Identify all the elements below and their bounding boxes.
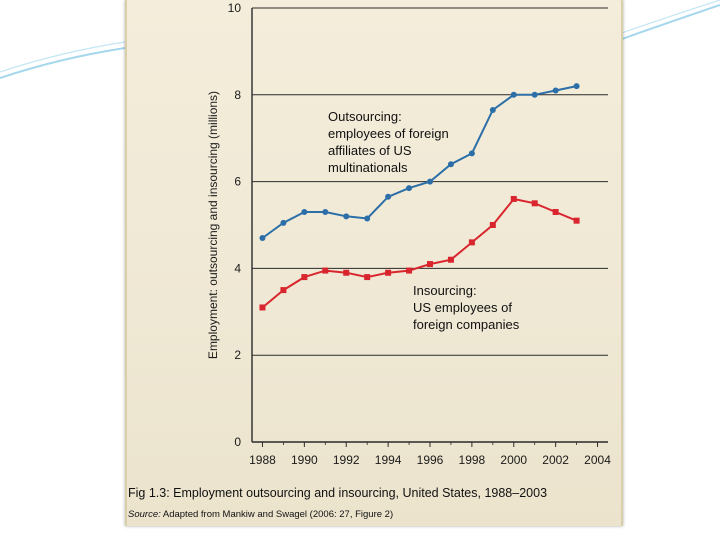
data-point-insourcing-1988 <box>259 304 266 311</box>
data-point-insourcing-2003 <box>573 217 580 224</box>
y-tick-label-6: 6 <box>234 175 241 189</box>
y-tick-label-8: 8 <box>234 88 241 102</box>
data-point-outsourcing-2001 <box>531 91 538 98</box>
data-point-outsourcing-1993 <box>364 215 371 222</box>
data-point-outsourcing-1991 <box>322 208 329 215</box>
data-point-outsourcing-1996 <box>427 178 433 185</box>
data-point-outsourcing-1995 <box>406 185 413 192</box>
data-point-outsourcing-1994 <box>385 193 392 200</box>
annotation-insourcing-line-1: Insourcing: <box>413 283 477 298</box>
data-point-insourcing-1992 <box>343 269 350 276</box>
x-tick-label-1988: 1988 <box>249 453 276 467</box>
data-point-insourcing-2000 <box>510 195 517 202</box>
data-point-insourcing-2001 <box>531 200 538 207</box>
data-point-insourcing-1991 <box>322 267 329 274</box>
data-point-outsourcing-1999 <box>489 106 496 113</box>
data-point-insourcing-1990 <box>301 274 308 281</box>
data-point-insourcing-1994 <box>385 269 392 276</box>
data-point-outsourcing-2000 <box>510 91 517 98</box>
data-point-outsourcing-1988 <box>259 235 266 242</box>
x-tick-label-2000: 2000 <box>500 453 527 467</box>
annotation-outsourcing-line-2: employees of foreign <box>328 126 449 141</box>
data-point-insourcing-1995 <box>406 267 413 274</box>
data-point-insourcing-1998 <box>468 239 475 246</box>
data-point-insourcing-1996 <box>427 261 433 268</box>
annotation-outsourcing-line-3: affiliates of US <box>328 143 412 158</box>
y-tick-label-10: 10 <box>228 1 242 15</box>
book-page-photo <box>125 0 623 526</box>
data-point-insourcing-2002 <box>552 208 559 215</box>
figure-caption: Fig 1.3: Employment outsourcing and inso… <box>128 486 547 500</box>
y-tick-label-4: 4 <box>234 261 241 275</box>
data-point-outsourcing-1997 <box>447 161 454 168</box>
data-point-outsourcing-2002 <box>552 87 559 94</box>
data-point-outsourcing-1989 <box>280 219 287 226</box>
source-text: Adapted from Mankiw and Swagel (2006: 27… <box>162 509 394 520</box>
data-point-insourcing-1997 <box>447 256 454 263</box>
x-tick-label-2002: 2002 <box>542 453 569 467</box>
x-tick-label-2004: 2004 <box>584 453 611 467</box>
series-line-insourcing <box>261 197 577 309</box>
x-tick-label-1992: 1992 <box>333 453 360 467</box>
data-point-outsourcing-1998 <box>468 150 475 157</box>
figure-source: Source: Adapted from Mankiw and Swagel (… <box>128 509 393 520</box>
source-label: Source: <box>128 509 161 520</box>
annotation-insourcing-line-3: foreign companies <box>413 317 520 332</box>
caption-figure-number: Fig 1.3: <box>128 486 170 500</box>
annotation-outsourcing-line-4: multinationals <box>328 160 408 175</box>
data-point-outsourcing-1990 <box>301 208 308 215</box>
series-line-outsourcing <box>261 85 577 239</box>
annotation-outsourcing-line-1: Outsourcing: <box>328 109 402 124</box>
data-point-insourcing-1999 <box>489 222 496 228</box>
x-tick-label-1994: 1994 <box>375 453 402 467</box>
annotation-insourcing-line-2: US employees of <box>413 300 512 315</box>
data-point-insourcing-1993 <box>364 274 371 281</box>
x-tick-label-1990: 1990 <box>291 453 318 467</box>
caption-text: Employment outsourcing and insourcing, U… <box>173 486 548 500</box>
y-tick-label-0: 0 <box>234 435 241 449</box>
y-tick-label-2: 2 <box>234 348 241 362</box>
data-point-insourcing-1989 <box>280 287 287 294</box>
data-point-outsourcing-2003 <box>573 83 580 90</box>
y-axis-label: Employment: outsourcing and insourcing (… <box>206 91 220 359</box>
x-tick-label-1998: 1998 <box>459 453 486 467</box>
data-point-outsourcing-1992 <box>343 213 350 220</box>
x-tick-label-1996: 1996 <box>417 453 444 467</box>
